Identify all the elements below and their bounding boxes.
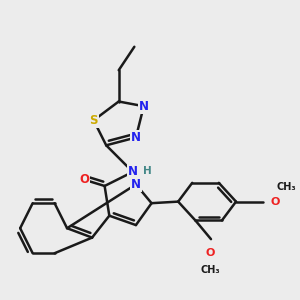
Text: O: O bbox=[79, 173, 89, 186]
Text: CH₃: CH₃ bbox=[200, 265, 220, 275]
Text: O: O bbox=[206, 248, 215, 258]
Text: N: N bbox=[131, 178, 141, 191]
Text: N: N bbox=[139, 100, 149, 113]
Text: S: S bbox=[89, 114, 98, 127]
Text: O: O bbox=[270, 196, 280, 207]
Text: N: N bbox=[128, 165, 138, 178]
Text: CH₃: CH₃ bbox=[276, 182, 296, 192]
Text: N: N bbox=[131, 131, 141, 144]
Text: H: H bbox=[143, 166, 152, 176]
